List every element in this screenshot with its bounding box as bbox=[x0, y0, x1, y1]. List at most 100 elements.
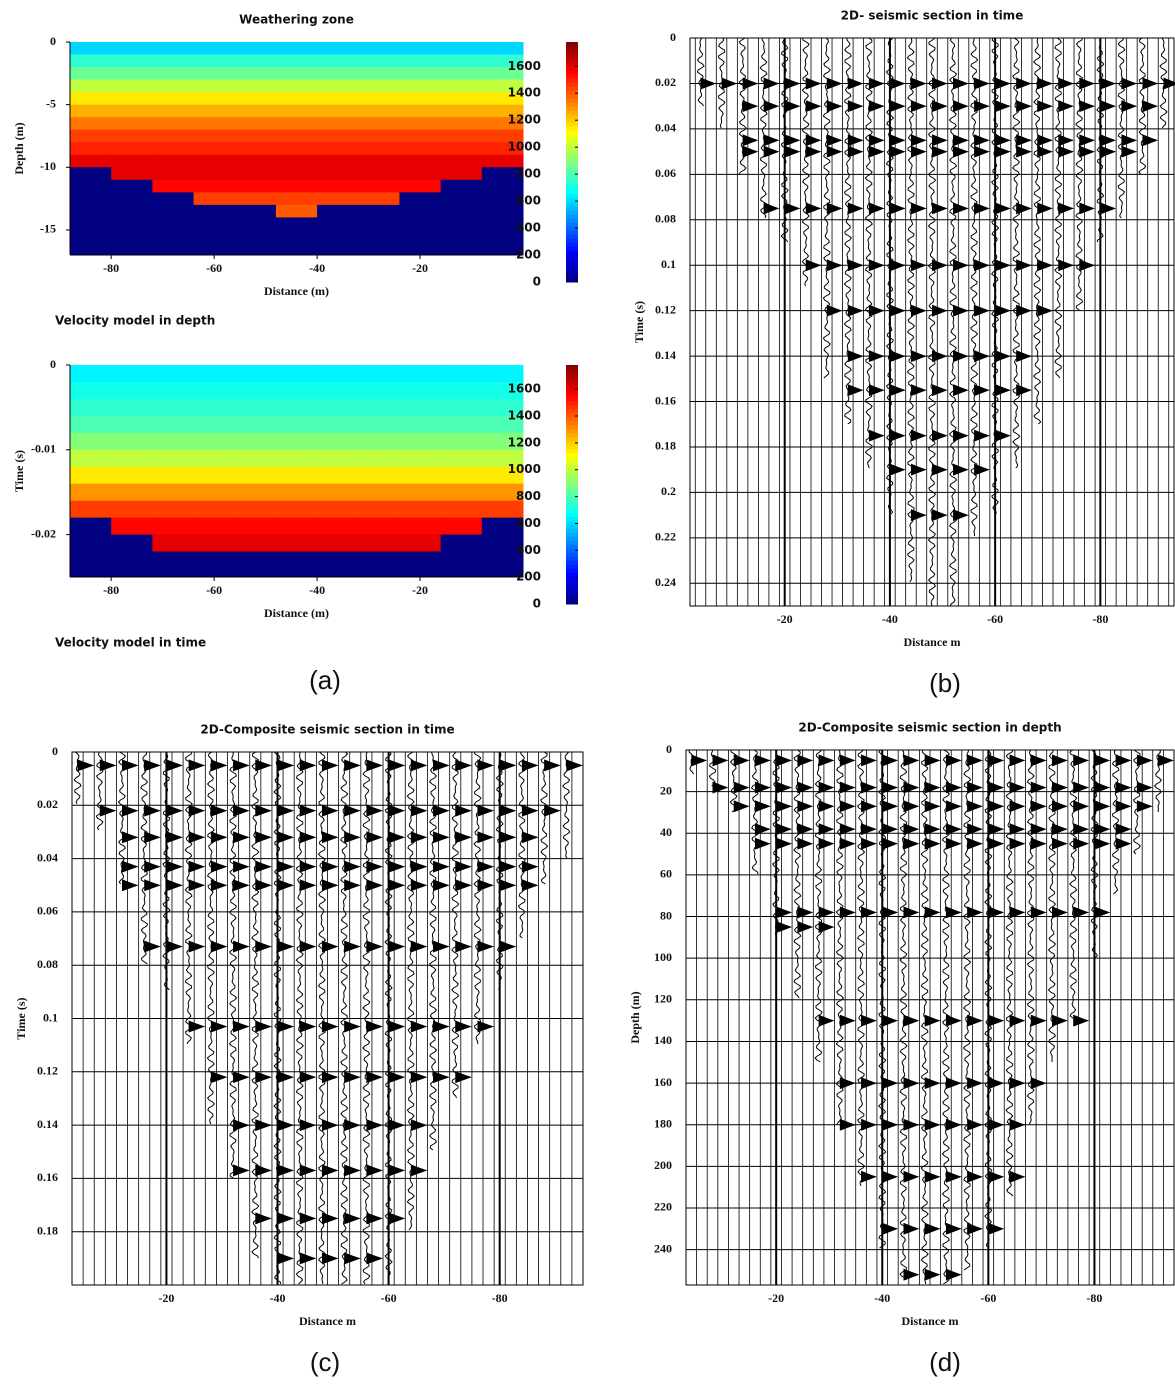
heatmap-cell bbox=[399, 242, 442, 256]
reflection-lobe bbox=[344, 1212, 361, 1225]
reflection-lobe bbox=[344, 759, 361, 772]
heatmap-cell bbox=[111, 242, 153, 256]
reflection-lobe bbox=[1016, 384, 1032, 397]
reflection-lobe bbox=[255, 1119, 272, 1132]
heatmap-cell bbox=[111, 92, 153, 106]
heatmap-cell bbox=[234, 365, 277, 383]
reflection-lobe bbox=[1052, 781, 1068, 794]
reflection-lobe bbox=[344, 860, 361, 873]
chart-title: 2D-Composite seismic section in depth bbox=[798, 721, 1061, 735]
heatmap-cell bbox=[358, 92, 400, 106]
chart-title: Weathering zone bbox=[239, 13, 354, 27]
reflection-lobe bbox=[455, 759, 472, 772]
reflection-lobe bbox=[903, 781, 920, 794]
reflection-lobe bbox=[1058, 145, 1075, 158]
heatmap-cell bbox=[275, 54, 318, 68]
heatmap-cell bbox=[399, 142, 442, 156]
reflection-lobe bbox=[477, 1020, 495, 1033]
heatmap-cell bbox=[152, 92, 195, 106]
reflection-lobe bbox=[366, 1119, 384, 1132]
y-tick-label: 20 bbox=[660, 783, 672, 797]
seismic-trace bbox=[864, 37, 873, 469]
reflection-lobe bbox=[882, 1170, 899, 1183]
heatmap-cell bbox=[399, 204, 442, 218]
seismic-trace bbox=[140, 751, 149, 965]
reflection-lobe bbox=[499, 831, 517, 844]
reflection-lobe bbox=[321, 759, 339, 772]
y-tick-label: -0.01 bbox=[31, 442, 56, 456]
heatmap-cell bbox=[152, 54, 195, 68]
colorbar-segment bbox=[566, 464, 578, 470]
reflection-lobe bbox=[366, 1252, 384, 1265]
heatmap-cell bbox=[317, 154, 359, 168]
heatmap-cell bbox=[275, 449, 318, 468]
heatmap-cell bbox=[152, 365, 195, 383]
heatmap-cell bbox=[440, 67, 483, 81]
reflection-lobe bbox=[967, 1170, 984, 1183]
heatmap-cell bbox=[481, 432, 524, 451]
seismic-trace bbox=[451, 751, 460, 1099]
heatmap-cell bbox=[358, 483, 400, 502]
reflection-lobe bbox=[1079, 100, 1096, 113]
heatmap-cell bbox=[275, 142, 318, 156]
colorbar-segment bbox=[566, 596, 578, 601]
reflection-lobe bbox=[988, 906, 1005, 919]
reflection-lobe bbox=[903, 1170, 920, 1183]
reflection-lobe bbox=[255, 804, 272, 817]
reflection-lobe bbox=[299, 1164, 317, 1177]
reflection-lobe bbox=[847, 134, 864, 147]
heatmap-cell bbox=[317, 204, 359, 218]
reflection-lobe bbox=[1079, 202, 1096, 215]
reflection-lobe bbox=[924, 754, 941, 767]
reflection-lobe bbox=[1016, 202, 1032, 215]
colorbar-segment bbox=[566, 86, 578, 91]
heatmap-cell bbox=[317, 449, 359, 468]
reflection-lobe bbox=[1073, 1014, 1090, 1027]
heatmap-cell bbox=[358, 398, 400, 417]
reflection-lobe bbox=[903, 1268, 920, 1281]
colorbar-segment bbox=[566, 444, 578, 450]
heatmap-cell bbox=[440, 104, 483, 118]
heatmap-cell bbox=[481, 217, 524, 231]
y-tick-label: 0.18 bbox=[37, 1223, 58, 1237]
reflection-lobe bbox=[945, 1268, 962, 1281]
heatmap-cell bbox=[193, 551, 236, 578]
colorbar-segment bbox=[566, 278, 578, 283]
reflection-lobe bbox=[882, 1118, 899, 1131]
seismic-trace bbox=[228, 751, 238, 1179]
heatmap-cell bbox=[111, 381, 153, 400]
y-tick-label: 0.14 bbox=[37, 1117, 58, 1131]
colorbar-segment bbox=[566, 556, 578, 561]
reflection-lobe bbox=[953, 384, 969, 397]
heatmap-cell bbox=[358, 381, 400, 400]
reflection-lobe bbox=[277, 831, 295, 844]
reflection-lobe bbox=[903, 1077, 920, 1090]
reflection-lobe bbox=[839, 754, 856, 767]
heatmap-cell bbox=[193, 415, 236, 434]
reflection-lobe bbox=[1094, 823, 1111, 836]
reflection-lobe bbox=[455, 860, 472, 873]
reflection-lobe bbox=[521, 804, 539, 817]
y-tick-label: -15 bbox=[40, 222, 56, 236]
heatmap-cell bbox=[111, 534, 153, 553]
reflection-lobe bbox=[1136, 800, 1153, 813]
heatmap-cell bbox=[358, 204, 400, 218]
reflection-lobe bbox=[1052, 1014, 1068, 1027]
reflection-lobe bbox=[953, 463, 969, 476]
heatmap-cell bbox=[275, 67, 318, 81]
reflection-lobe bbox=[889, 350, 906, 363]
reflection-lobe bbox=[861, 800, 877, 813]
heatmap-cell bbox=[111, 67, 153, 81]
seismic-trace bbox=[95, 751, 104, 831]
seismic-trace bbox=[906, 37, 916, 583]
reflection-lobe bbox=[1016, 134, 1032, 147]
heatmap-cell bbox=[317, 129, 359, 143]
reflection-lobe bbox=[1079, 259, 1096, 272]
reflection-lobe bbox=[903, 906, 920, 919]
colorbar-tick-label: 1000 bbox=[508, 462, 541, 476]
reflection-lobe bbox=[321, 1164, 339, 1177]
reflection-lobe bbox=[344, 1071, 361, 1084]
heatmap-cell bbox=[399, 67, 442, 81]
reflection-lobe bbox=[924, 1170, 941, 1183]
heatmap-cell bbox=[193, 67, 236, 81]
